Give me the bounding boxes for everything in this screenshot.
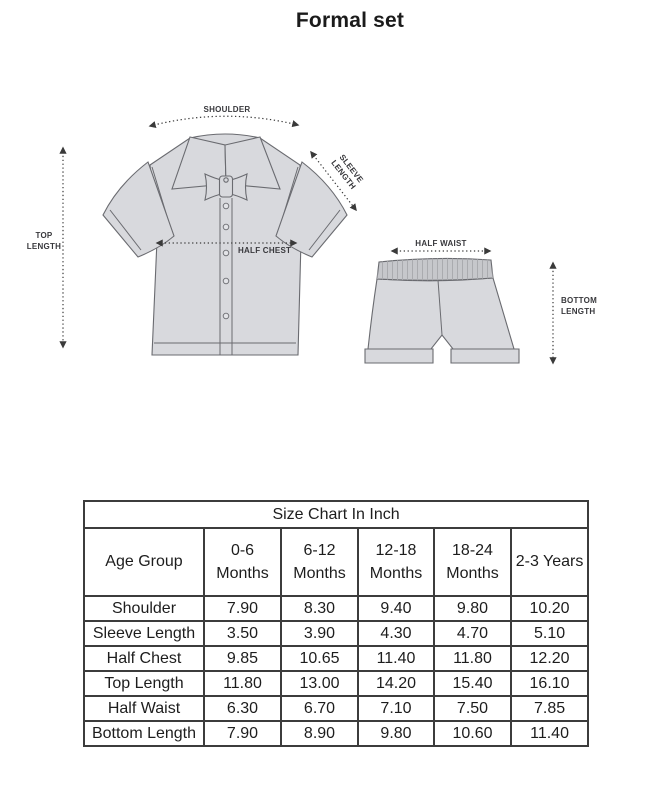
table-cell: 6.30 [203, 695, 282, 722]
shorts-cuff-right [450, 348, 520, 364]
table-cell: 11.80 [203, 670, 282, 697]
half-waist-measure: HALF WAIST [390, 239, 492, 255]
table-cell: 3.90 [280, 620, 359, 647]
table-cell: 4.70 [433, 620, 512, 647]
table-cell: 7.85 [509, 695, 590, 722]
shorts-waistband-ribbing [377, 258, 493, 281]
table-cell: 11.80 [433, 645, 512, 672]
corner-header: Age Group [83, 527, 205, 597]
table-cell: 7.10 [357, 695, 435, 722]
row-label: Half Chest [83, 645, 205, 672]
table-cell: 10.20 [509, 595, 590, 622]
shirt-cuff-line-right [308, 209, 341, 251]
bow-tie-right-wing [229, 173, 248, 201]
bow-tie-left-wing [204, 173, 223, 201]
table-cell: 7.90 [203, 720, 282, 747]
table-row: Sleeve Length 3.50 3.90 4.30 4.70 5.10 [83, 620, 590, 647]
shorts-illustration [364, 257, 520, 364]
shirt-button [222, 202, 230, 210]
row-label: Sleeve Length [83, 620, 205, 647]
size-diagram: SHOULDER SLEEVE LENGTH TOP LENGTH HALF C… [27, 105, 597, 365]
top-length-label-line2: LENGTH [27, 242, 61, 251]
bottom-length-label-line1: BOTTOM [561, 296, 597, 305]
table-cell: 9.85 [203, 645, 282, 672]
table-cell: 14.20 [357, 670, 435, 697]
table-cell: 8.90 [280, 720, 359, 747]
shirt-cuff-line-left [109, 209, 142, 251]
size-chart-table: Size Chart In Inch Age Group 0-6 Months … [82, 500, 590, 747]
row-label: Half Waist [83, 695, 205, 722]
table-cell: 10.60 [433, 720, 512, 747]
half-waist-label: HALF WAIST [415, 239, 466, 248]
row-label: Bottom Length [83, 720, 205, 747]
top-length-measure: TOP LENGTH [27, 146, 67, 349]
column-header: 12-18 Months [357, 527, 435, 597]
table-cell: 9.80 [433, 595, 512, 622]
column-header: 18-24 Months [433, 527, 512, 597]
table-row: Top Length 11.80 13.00 14.20 15.40 16.10 [83, 670, 590, 697]
table-cell: 15.40 [433, 670, 512, 697]
table-row: Bottom Length 7.90 8.90 9.80 10.60 11.40 [83, 720, 590, 747]
column-header: 2-3 Years [509, 527, 590, 597]
table-cell: 9.80 [357, 720, 435, 747]
table-cell: 13.00 [280, 670, 359, 697]
table-cell: 16.10 [509, 670, 590, 697]
bottom-length-label-line2: LENGTH [561, 307, 595, 316]
collar-button [223, 177, 229, 183]
page-title: Formal set [295, 9, 405, 32]
shoulder-arrow [148, 115, 300, 129]
bow-tie-knot [218, 175, 234, 198]
shoulder-label: SHOULDER [204, 105, 251, 114]
column-header: 6-12 Months [280, 527, 359, 597]
table-cell: 9.40 [357, 595, 435, 622]
half-chest-label: HALF CHEST [238, 246, 291, 255]
top-length-label-line1: TOP [35, 231, 52, 240]
sleeve-length-arrow [310, 150, 357, 212]
shirt-button [222, 223, 230, 231]
table-cell: 12.20 [509, 645, 590, 672]
shorts-center-seam [437, 279, 443, 336]
table-cell: 11.40 [509, 720, 590, 747]
table-title-row: Size Chart In Inch [82, 500, 590, 529]
table-cell: 3.50 [203, 620, 282, 647]
table-title: Size Chart In Inch [82, 500, 590, 529]
table-row: Shoulder 7.90 8.30 9.40 9.80 10.20 [83, 595, 590, 622]
table-cell: 11.40 [357, 645, 435, 672]
shirt-button [222, 277, 230, 285]
table-row: Half Chest 9.85 10.65 11.40 11.80 12.20 [83, 645, 590, 672]
bottom-length-measure: BOTTOM LENGTH [549, 261, 597, 365]
shirt-button [222, 249, 230, 257]
table-cell: 4.30 [357, 620, 435, 647]
table-cell: 10.65 [280, 645, 359, 672]
bow-tie [204, 173, 248, 201]
table-cell: 7.90 [203, 595, 282, 622]
column-header: 0-6 Months [203, 527, 282, 597]
shirt-illustration [102, 133, 348, 356]
shorts-cuff-left [364, 348, 434, 364]
half-chest-measure: HALF CHEST [155, 239, 298, 255]
table-cell: 7.50 [433, 695, 512, 722]
table-cell: 6.70 [280, 695, 359, 722]
row-label: Top Length [83, 670, 205, 697]
shorts-body [367, 277, 515, 350]
table-header-row: Age Group 0-6 Months 6-12 Months 12-18 M… [83, 527, 590, 597]
table-cell: 8.30 [280, 595, 359, 622]
table-row: Half Waist 6.30 6.70 7.10 7.50 7.85 [83, 695, 590, 722]
shirt-buttons [222, 202, 230, 320]
table-cell: 5.10 [509, 620, 590, 647]
row-label: Shoulder [83, 595, 205, 622]
shoulder-measure: SHOULDER [148, 105, 300, 129]
shirt-button [222, 312, 230, 320]
